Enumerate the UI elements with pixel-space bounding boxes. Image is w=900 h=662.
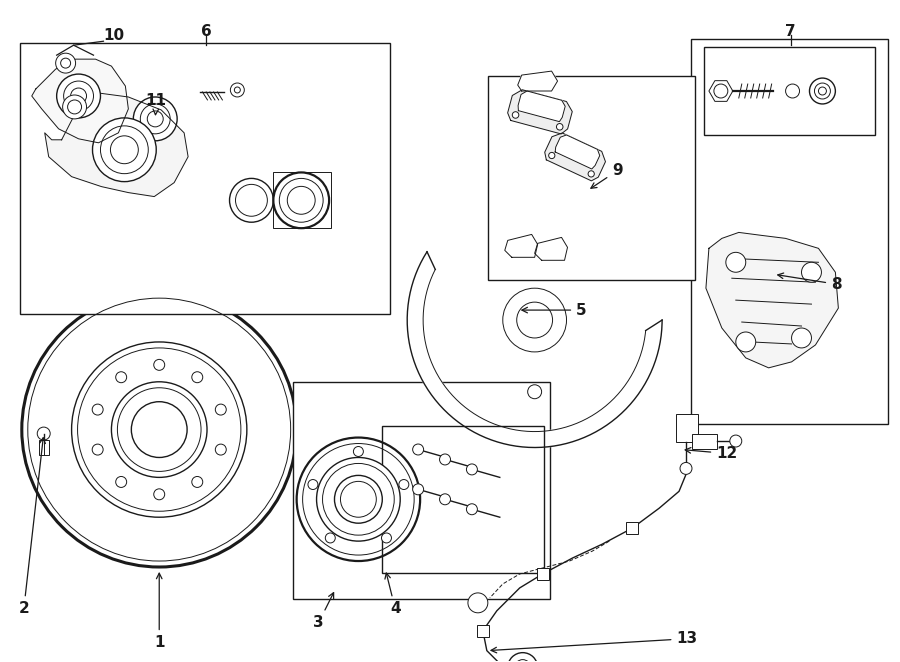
Circle shape (382, 533, 392, 543)
Circle shape (317, 457, 400, 541)
Circle shape (192, 477, 202, 487)
Circle shape (192, 372, 202, 383)
Polygon shape (518, 91, 565, 122)
Polygon shape (544, 133, 606, 181)
Text: 12: 12 (685, 446, 737, 461)
Circle shape (325, 533, 336, 543)
Text: 10: 10 (103, 28, 124, 43)
Bar (39, 440, 49, 455)
Circle shape (399, 479, 409, 489)
Circle shape (556, 124, 563, 130)
Text: 11: 11 (146, 93, 166, 115)
Polygon shape (706, 232, 839, 368)
Circle shape (72, 342, 247, 517)
Circle shape (22, 292, 297, 567)
Text: 13: 13 (491, 631, 698, 653)
Bar (676, 414, 698, 442)
Text: 2: 2 (18, 438, 45, 616)
Circle shape (725, 252, 746, 272)
Circle shape (230, 178, 274, 222)
Circle shape (413, 484, 424, 495)
Polygon shape (32, 59, 129, 143)
Circle shape (56, 53, 76, 73)
Circle shape (230, 83, 244, 97)
Bar (477, 625, 489, 637)
Bar (691, 39, 888, 424)
Circle shape (809, 78, 835, 104)
Bar (292, 382, 550, 599)
Bar (20, 43, 391, 314)
Circle shape (730, 435, 742, 447)
Circle shape (792, 328, 812, 348)
Bar (382, 426, 544, 573)
Circle shape (466, 504, 477, 515)
Circle shape (93, 118, 157, 181)
Circle shape (154, 359, 165, 370)
Circle shape (37, 427, 50, 440)
Text: 1: 1 (154, 573, 165, 650)
Polygon shape (709, 81, 733, 101)
Text: 8: 8 (778, 273, 842, 292)
Circle shape (354, 446, 364, 457)
Circle shape (802, 262, 822, 282)
Circle shape (512, 112, 518, 118)
Circle shape (439, 454, 451, 465)
Circle shape (466, 464, 477, 475)
Circle shape (508, 653, 537, 662)
Circle shape (131, 402, 187, 457)
Circle shape (297, 438, 420, 561)
Circle shape (154, 489, 165, 500)
Circle shape (215, 444, 226, 455)
Circle shape (517, 302, 553, 338)
Circle shape (308, 479, 318, 489)
Text: 7: 7 (786, 24, 796, 39)
Circle shape (57, 74, 101, 118)
Circle shape (92, 404, 104, 415)
Bar (704, 47, 875, 135)
Bar (692, 434, 717, 448)
Circle shape (439, 494, 451, 504)
Text: 6: 6 (201, 24, 212, 39)
Polygon shape (505, 234, 537, 258)
Circle shape (274, 172, 329, 228)
Circle shape (468, 593, 488, 613)
Text: 3: 3 (313, 592, 334, 630)
Circle shape (549, 152, 555, 159)
Polygon shape (45, 93, 188, 197)
Text: 9: 9 (591, 163, 623, 188)
Polygon shape (555, 135, 599, 169)
Circle shape (736, 332, 756, 352)
Circle shape (112, 382, 207, 477)
Circle shape (63, 95, 86, 119)
Circle shape (413, 444, 424, 455)
Bar (626, 522, 638, 534)
Circle shape (527, 385, 542, 399)
Bar (488, 76, 695, 280)
Text: 4: 4 (385, 573, 400, 616)
Polygon shape (508, 90, 572, 134)
Circle shape (503, 288, 566, 352)
Bar (536, 568, 549, 580)
Circle shape (335, 475, 382, 523)
Circle shape (133, 97, 177, 141)
Polygon shape (535, 238, 568, 260)
Circle shape (588, 171, 594, 177)
Polygon shape (407, 252, 662, 448)
Polygon shape (518, 71, 557, 91)
Circle shape (215, 404, 226, 415)
Circle shape (116, 477, 127, 487)
Circle shape (680, 463, 692, 475)
Circle shape (92, 444, 104, 455)
Bar (274, 172, 331, 228)
Text: 5: 5 (522, 303, 587, 318)
Circle shape (116, 372, 127, 383)
Circle shape (786, 84, 799, 98)
